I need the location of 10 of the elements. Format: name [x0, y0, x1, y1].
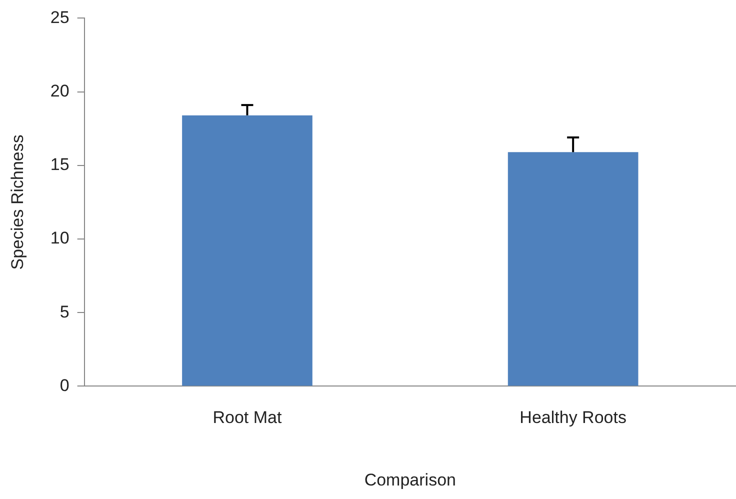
y-tick-label: 20: [50, 81, 70, 100]
x-tick-label: Root Mat: [212, 408, 282, 428]
x-tick-label: Healthy Roots: [520, 408, 626, 428]
y-tick-label: 15: [50, 155, 70, 174]
y-tick-label: 25: [50, 8, 70, 27]
y-tick-label: 0: [60, 376, 70, 395]
y-axis-title: Species Richness: [8, 134, 27, 270]
x-axis-title: Comparison: [364, 470, 456, 490]
y-tick-label: 10: [50, 228, 70, 248]
y-tick-label: 5: [60, 302, 70, 322]
